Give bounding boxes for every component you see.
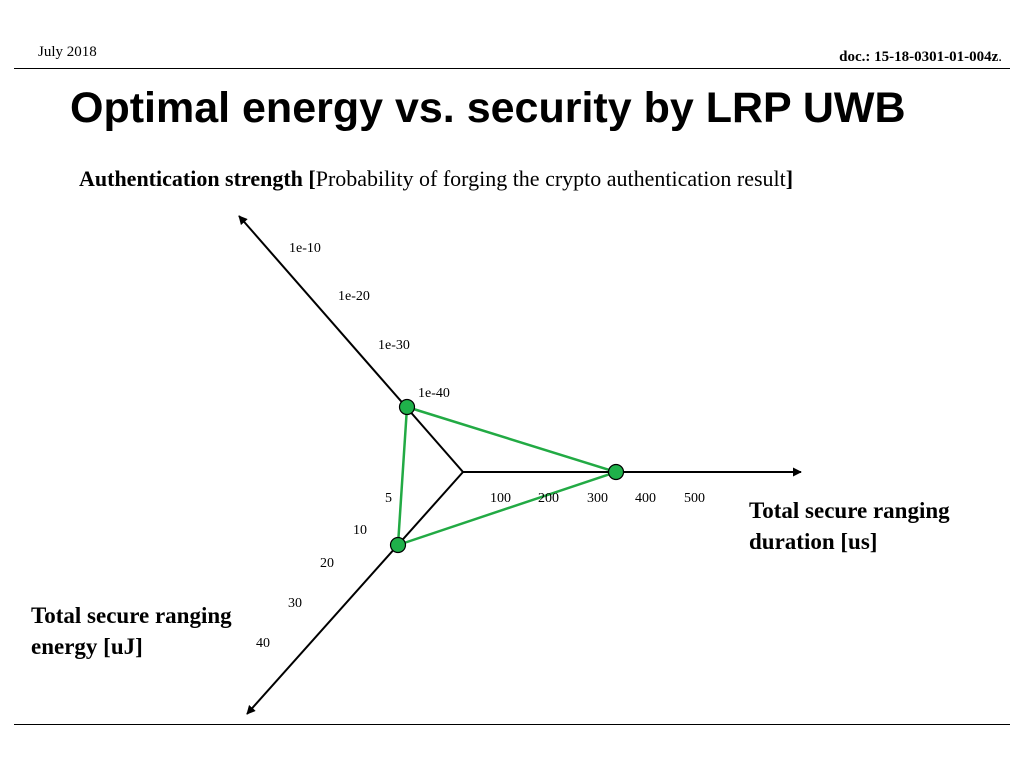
optimal-point-energy (389, 536, 407, 554)
header-rule (14, 68, 1010, 69)
doc-id-text: doc.: 15-18-0301-01-004z (839, 49, 999, 65)
doc-id-suffix: . (998, 49, 1002, 65)
auth-tick-1e-10: 1e-10 (289, 241, 321, 256)
auth-tick-1e-30: 1e-30 (378, 338, 410, 353)
energy-tick-40: 40 (256, 636, 270, 651)
duration-label-line2: duration [us] (749, 529, 878, 554)
energy-tick-30: 30 (288, 596, 302, 611)
slide-title: Optimal energy vs. security by LRP UWB (70, 84, 906, 132)
footer-rule (14, 724, 1010, 725)
energy-axis-label: Total secure ranging energy [uJ] (31, 600, 232, 662)
optimal-point-duration (607, 463, 625, 481)
header-date: July 2018 (38, 44, 97, 60)
auth-tick-1e-40: 1e-40 (418, 386, 450, 401)
authentication-axis (238, 215, 464, 473)
energy-tick-10: 10 (353, 523, 367, 538)
duration-tick-400: 400 (635, 491, 656, 506)
duration-tick-300: 300 (587, 491, 608, 506)
energy-axis (246, 471, 464, 715)
energy-tick-20: 20 (320, 556, 334, 571)
auth-tick-1e-20: 1e-20 (338, 289, 370, 304)
duration-tick-200: 200 (538, 491, 559, 506)
duration-axis-label: Total secure ranging duration [us] (749, 495, 950, 557)
duration-tick-100: 100 (490, 491, 511, 506)
optimal-triangle (396, 405, 621, 547)
authentication-axis-title: Authentication strength [Probability of … (79, 166, 793, 192)
subtitle-bold-suffix: ] (785, 166, 794, 191)
energy-label-line1: Total secure ranging (31, 603, 232, 628)
subtitle-text: Probability of forging the crypto authen… (315, 166, 786, 191)
energy-tick-5: 5 (385, 491, 392, 506)
optimal-point-authentication (398, 398, 416, 416)
header-doc-id: doc.: 15-18-0301-01-004z. (839, 49, 1002, 66)
energy-label-line2: energy [uJ] (31, 634, 143, 659)
duration-tick-500: 500 (684, 491, 705, 506)
duration-label-line1: Total secure ranging (749, 498, 950, 523)
subtitle-bold-prefix: Authentication strength [ (79, 166, 316, 191)
